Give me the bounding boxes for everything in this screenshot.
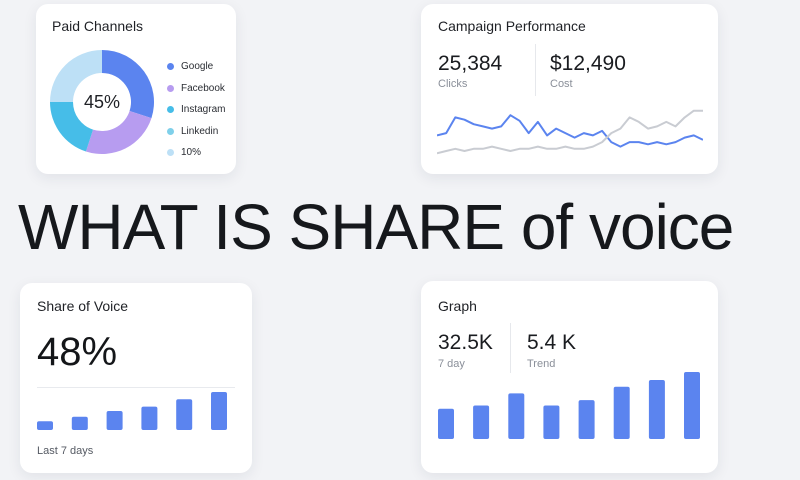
legend-item: Instagram	[167, 99, 225, 121]
cost-label: Cost	[550, 78, 573, 90]
cost-value: $12,490	[550, 52, 626, 75]
bar	[71, 416, 88, 430]
bar	[176, 399, 193, 430]
bar	[37, 421, 53, 430]
bar	[578, 400, 595, 439]
paid-channels-card: Paid Channels 45% Google Facebook Instag…	[36, 4, 236, 174]
legend-item: Linkedin	[167, 121, 225, 143]
bar	[613, 386, 630, 439]
bar	[648, 380, 665, 439]
legend-dot	[167, 127, 174, 135]
campaign-performance-title: Campaign Performance	[438, 18, 586, 34]
legend-label: Linkedin	[181, 125, 219, 137]
legend-label: Facebook	[181, 82, 225, 94]
donut-slice-google	[102, 50, 154, 119]
share-of-voice-card: Share of Voice 48% Last 7 days	[20, 283, 252, 473]
legend-dot	[167, 106, 174, 114]
metric-divider	[510, 323, 511, 373]
graph-title: Graph	[438, 298, 477, 314]
graph-label-trend: Trend	[527, 358, 556, 370]
legend-item: Google	[167, 56, 225, 78]
graph-value-trend: 5.4 K	[527, 331, 577, 354]
legend-dot	[167, 149, 174, 157]
graph-card: Graph 32.5K 7 day 5.4 K Trend	[421, 281, 718, 473]
headline: WHAT IS SHARE of voice	[18, 191, 734, 263]
graph-bar-chart	[438, 372, 700, 439]
bar	[473, 405, 490, 439]
share-of-voice-period: Last 7 days	[37, 445, 94, 457]
paid-channels-legend: Google Facebook Instagram Linkedin 10%	[167, 56, 225, 164]
divider	[37, 387, 235, 388]
bar	[684, 372, 700, 439]
share-of-voice-title: Share of Voice	[37, 298, 129, 314]
line-series-2	[437, 109, 703, 155]
clicks-value: 25,384	[438, 52, 503, 75]
legend-dot	[167, 84, 174, 92]
share-of-voice-bar-chart	[37, 392, 227, 430]
donut-center-label: 45%	[83, 91, 121, 112]
bar	[508, 393, 525, 439]
legend-label: Google	[181, 61, 214, 73]
legend-item: 10%	[167, 142, 225, 164]
metric-divider	[535, 44, 536, 96]
donut-slice-other	[50, 50, 102, 102]
campaign-line-chart	[437, 109, 703, 155]
legend-item: Facebook	[167, 78, 225, 100]
paid-channels-donut-chart	[50, 50, 154, 154]
share-of-voice-value: 48%	[37, 330, 118, 374]
clicks-label: Clicks	[438, 78, 468, 90]
bar	[438, 408, 454, 439]
line-series-1	[437, 114, 703, 148]
bar	[211, 392, 227, 430]
graph-value-7-day: 32.5K	[438, 331, 493, 354]
paid-channels-title: Paid Channels	[52, 18, 144, 34]
donut-slice-facebook	[85, 110, 152, 154]
legend-label: Instagram	[181, 104, 226, 116]
campaign-performance-card: Campaign Performance 25,384 Clicks $12,4…	[421, 4, 718, 174]
bar	[543, 405, 560, 439]
donut-slice-instagram	[50, 102, 94, 152]
bar	[106, 411, 123, 430]
bar	[141, 406, 158, 430]
legend-label: 10%	[181, 147, 202, 159]
legend-dot	[167, 63, 174, 71]
graph-label-7-day: 7 day	[438, 358, 465, 370]
